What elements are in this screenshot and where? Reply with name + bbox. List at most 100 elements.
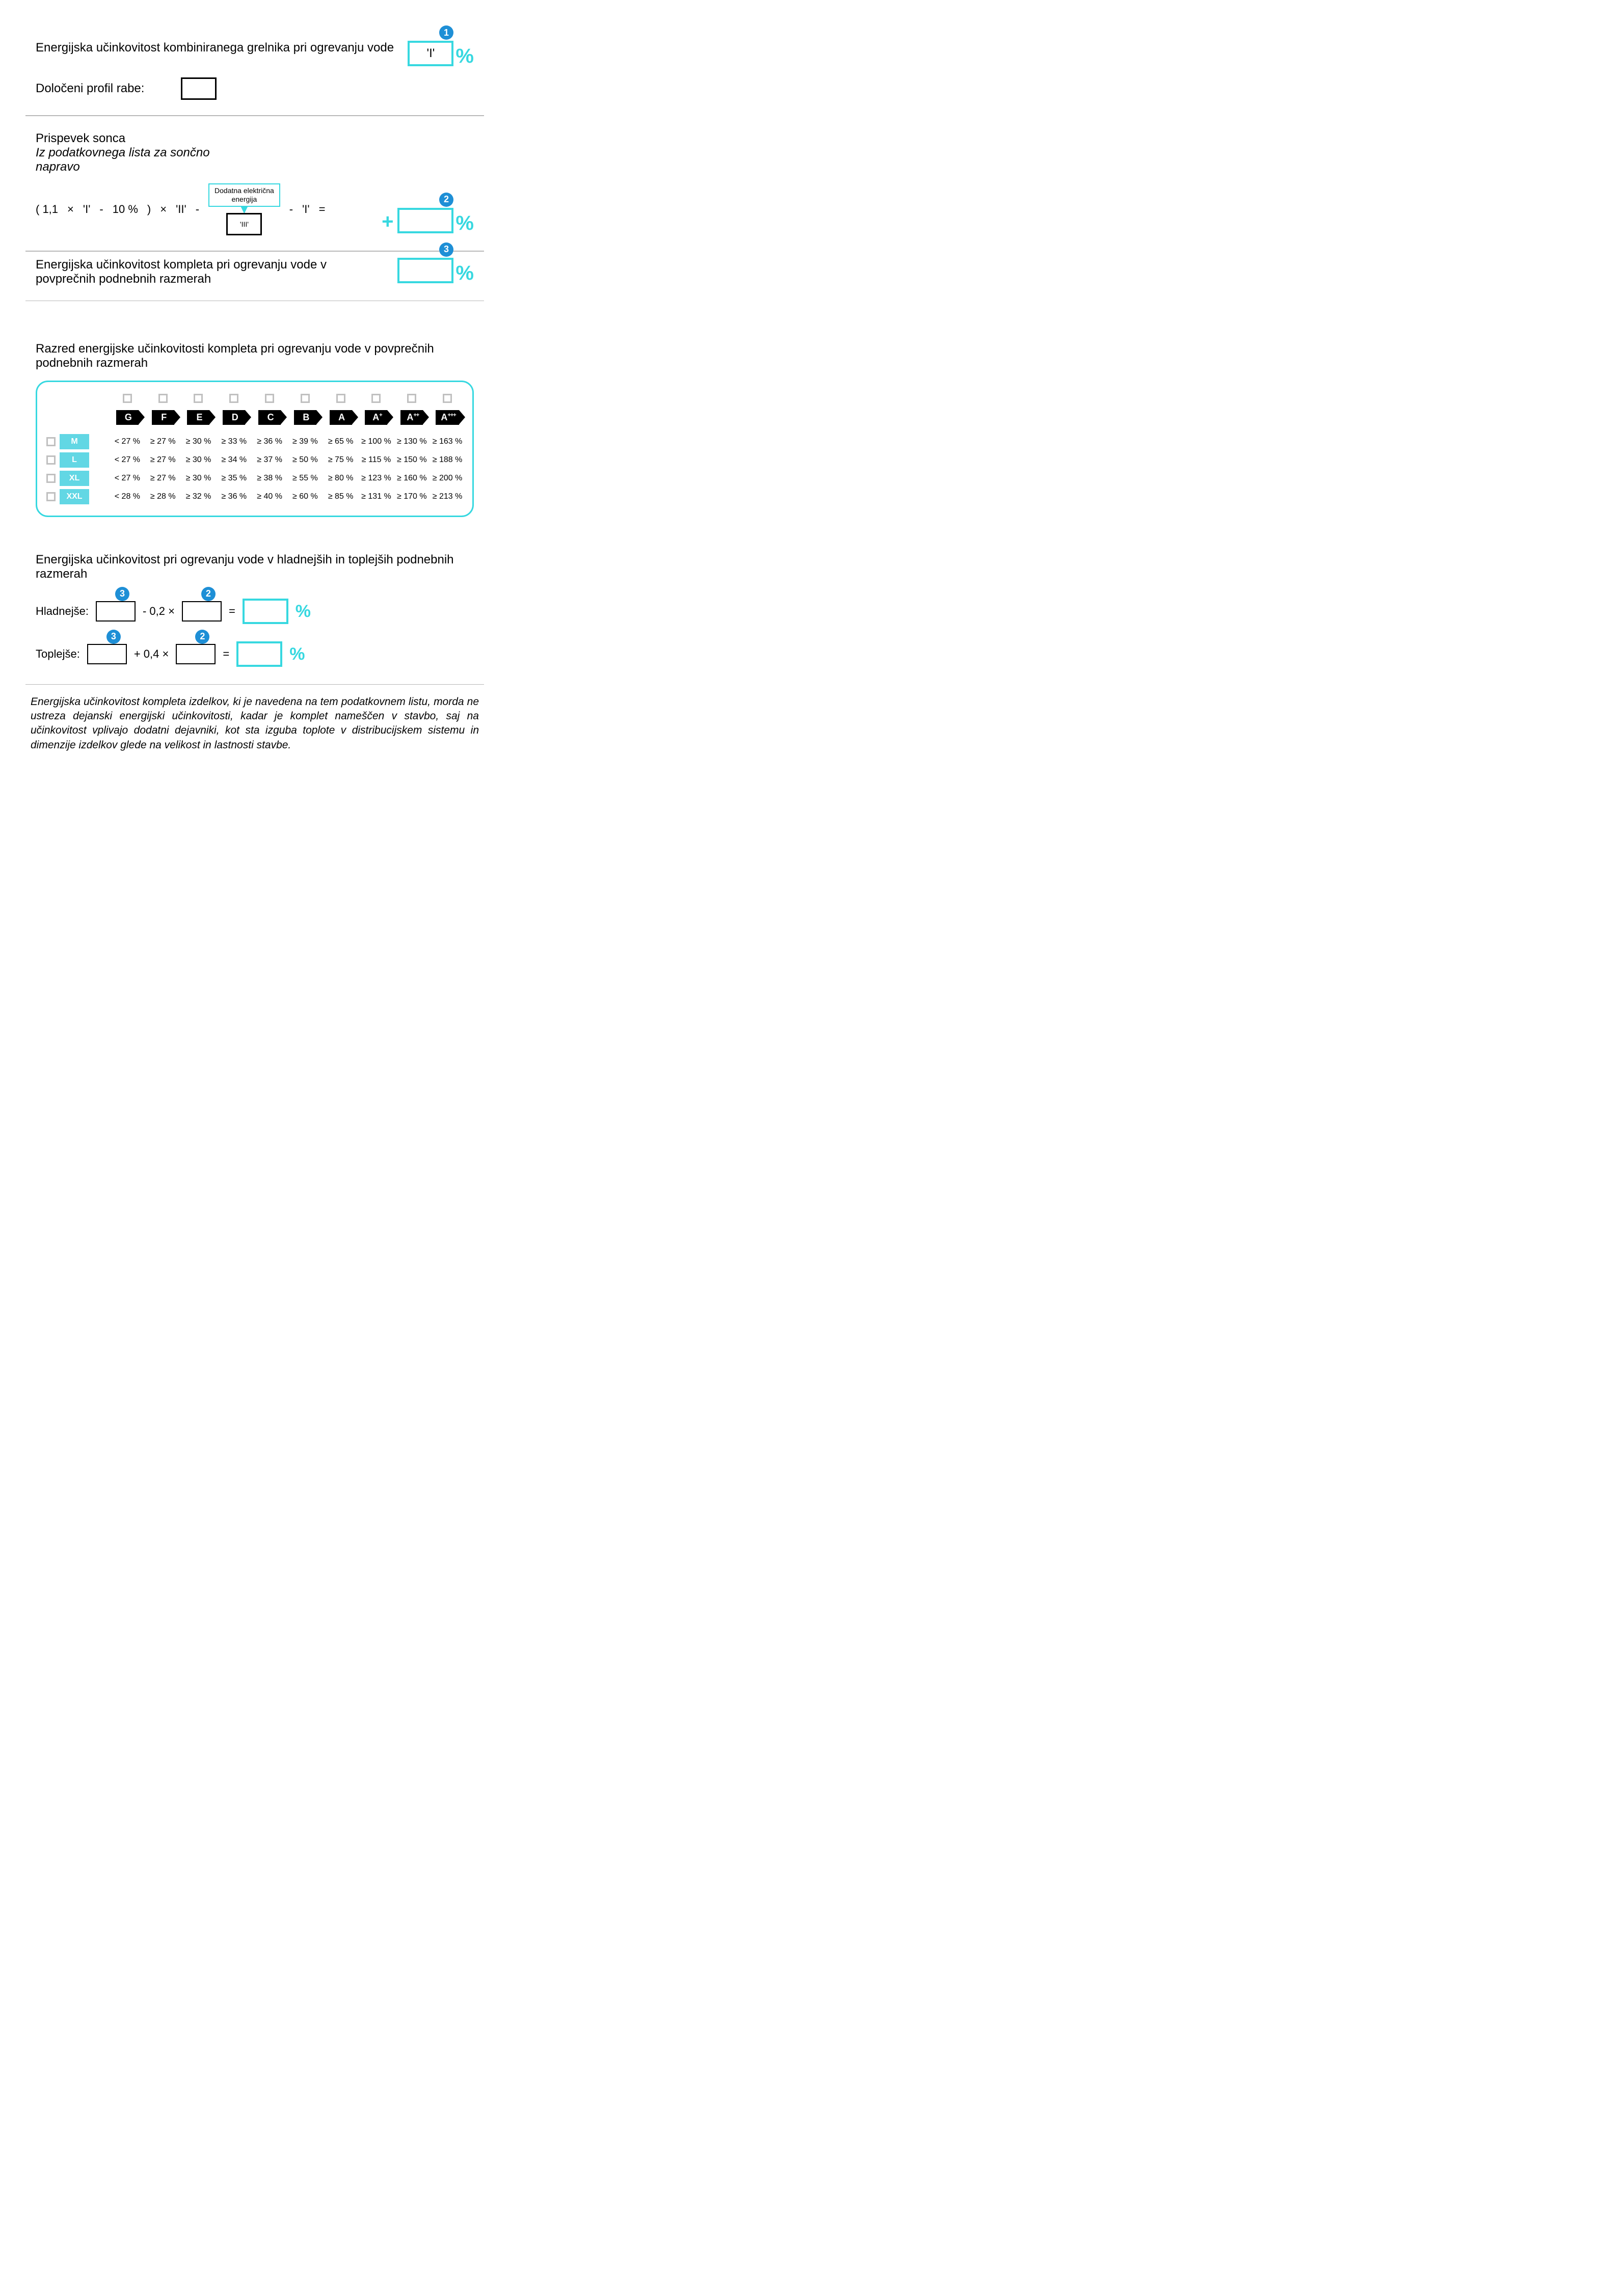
profile-check[interactable] bbox=[46, 492, 56, 501]
threshold-cell: ≥ 30 % bbox=[183, 455, 214, 465]
class-check[interactable] bbox=[443, 394, 452, 403]
class-badge-a: A bbox=[330, 410, 352, 425]
threshold-cell: ≥ 36 % bbox=[254, 437, 285, 446]
threshold-cell: ≥ 37 % bbox=[254, 455, 285, 465]
threshold-cell: ≥ 33 % bbox=[218, 437, 250, 446]
class-badge-ap: A+ bbox=[365, 410, 387, 425]
section-climate: Energijska učinkovitost pri ogrevanju vo… bbox=[25, 553, 484, 667]
f-v3: 'II' bbox=[176, 203, 186, 216]
profile-check[interactable] bbox=[46, 437, 56, 446]
badge-1: 1 bbox=[439, 25, 453, 40]
class-check[interactable] bbox=[194, 394, 203, 403]
f-minus1: - bbox=[99, 203, 103, 216]
threshold-cell: ≥ 55 % bbox=[289, 474, 321, 483]
class-check[interactable] bbox=[301, 394, 310, 403]
profile-chip-l: L bbox=[60, 452, 89, 468]
threshold-cell: < 27 % bbox=[112, 455, 143, 465]
threshold-cell: ≥ 39 % bbox=[289, 437, 321, 446]
solar-title: Prispevek sonca bbox=[36, 131, 474, 146]
class-check[interactable] bbox=[123, 394, 132, 403]
callout-line1: Dodatna električna bbox=[214, 186, 274, 195]
calc-cold: Hladnejše: 3 - 0,2 × 2 = % bbox=[36, 599, 474, 624]
callout-line2: energija bbox=[231, 195, 257, 203]
class-badge-b: B bbox=[294, 410, 316, 425]
section-solar: Prispevek sonca Iz podatkovnega lista za… bbox=[25, 131, 484, 235]
class-check-row bbox=[46, 392, 463, 407]
section-package-avg: Energijska učinkovitost kompleta pri ogr… bbox=[25, 258, 484, 286]
threshold-cell: ≥ 131 % bbox=[361, 492, 392, 501]
f-times1: × bbox=[67, 203, 74, 216]
class-check[interactable] bbox=[371, 394, 381, 403]
value-box-2[interactable] bbox=[397, 208, 453, 233]
threshold-cell: ≥ 60 % bbox=[289, 492, 321, 501]
footnote: Energijska učinkovitost kompleta izdelko… bbox=[25, 695, 484, 752]
threshold-cell: ≥ 35 % bbox=[218, 474, 250, 483]
class-check[interactable] bbox=[336, 394, 345, 403]
value-box-i[interactable]: 'I' bbox=[408, 41, 453, 66]
calc-warm: Toplejše: 3 + 0,4 × 2 = % bbox=[36, 641, 474, 667]
threshold-cell: ≥ 34 % bbox=[218, 455, 250, 465]
plus-icon: + bbox=[382, 210, 393, 233]
badge-2: 2 bbox=[201, 587, 216, 601]
threshold-cell: < 27 % bbox=[112, 474, 143, 483]
profile-row-m: M< 27 %≥ 27 %≥ 30 %≥ 33 %≥ 36 %≥ 39 %≥ 6… bbox=[46, 434, 463, 449]
threshold-cell: ≥ 130 % bbox=[396, 437, 427, 446]
threshold-cell: ≥ 150 % bbox=[396, 455, 427, 465]
badge-2: 2 bbox=[195, 630, 209, 644]
class-check[interactable] bbox=[265, 394, 274, 403]
warm-box-3[interactable]: 3 bbox=[87, 644, 127, 664]
threshold-cell: ≥ 36 % bbox=[218, 492, 250, 501]
profile-row-xl: XL< 27 %≥ 27 %≥ 30 %≥ 35 %≥ 38 %≥ 55 %≥ … bbox=[46, 471, 463, 486]
threshold-cell: ≥ 115 % bbox=[361, 455, 392, 465]
f-box-iii[interactable]: 'III' bbox=[226, 213, 262, 235]
warm-result[interactable] bbox=[236, 641, 282, 667]
threshold-cell: ≥ 30 % bbox=[183, 437, 214, 446]
profile-row-xxl: XXL< 28 %≥ 28 %≥ 32 %≥ 36 %≥ 40 %≥ 60 %≥… bbox=[46, 489, 463, 504]
profile-row-l: L< 27 %≥ 27 %≥ 30 %≥ 34 %≥ 37 %≥ 50 %≥ 7… bbox=[46, 452, 463, 468]
class-badge-e: E bbox=[187, 410, 209, 425]
f-times2: × bbox=[160, 203, 167, 216]
f-minus3: - bbox=[289, 203, 293, 216]
cold-box-2[interactable]: 2 bbox=[182, 601, 222, 622]
f-minus2: - bbox=[196, 203, 199, 216]
class-check[interactable] bbox=[229, 394, 238, 403]
eq: = bbox=[223, 647, 229, 661]
threshold-cell: ≥ 123 % bbox=[361, 474, 392, 483]
class-badge-row: G F E D C B A A+ A++ A+++ bbox=[46, 410, 463, 425]
cold-result[interactable] bbox=[243, 599, 288, 624]
combined-heater-title: Energijska učinkovitost kombiniranega gr… bbox=[36, 41, 394, 55]
threshold-cell: ≥ 213 % bbox=[432, 492, 463, 501]
threshold-cell: ≥ 28 % bbox=[147, 492, 179, 501]
badge-3: 3 bbox=[106, 630, 121, 644]
f-open: ( 1,1 bbox=[36, 203, 58, 216]
profile-check[interactable] bbox=[46, 455, 56, 465]
class-check[interactable] bbox=[407, 394, 416, 403]
f-close: ) bbox=[147, 203, 151, 216]
f-v4: 'I' bbox=[302, 203, 310, 216]
threshold-cell: < 27 % bbox=[112, 437, 143, 446]
class-badge-f: F bbox=[152, 410, 174, 425]
profile-chip-m: M bbox=[60, 434, 89, 449]
callout-arrow-icon: ▼ bbox=[238, 207, 251, 213]
warm-label: Toplejše: bbox=[36, 647, 80, 661]
threshold-cell: ≥ 50 % bbox=[289, 455, 321, 465]
badge-3: 3 bbox=[439, 242, 453, 257]
badge-2: 2 bbox=[439, 193, 453, 207]
class-check[interactable] bbox=[158, 394, 168, 403]
threshold-cell: ≥ 27 % bbox=[147, 437, 179, 446]
threshold-cell: ≥ 100 % bbox=[361, 437, 392, 446]
percent-sign: % bbox=[289, 645, 305, 663]
profile-label: Določeni profil rabe: bbox=[36, 82, 144, 96]
threshold-cell: ≥ 85 % bbox=[325, 492, 357, 501]
threshold-cell: ≥ 160 % bbox=[396, 474, 427, 483]
profile-check[interactable] bbox=[46, 474, 56, 483]
f-v1: 'I' bbox=[83, 203, 91, 216]
class-badge-app: A++ bbox=[400, 410, 423, 425]
threshold-cell: ≥ 27 % bbox=[147, 455, 179, 465]
value-box-3[interactable] bbox=[397, 258, 453, 283]
cold-box-3[interactable]: 3 bbox=[96, 601, 136, 622]
profile-input-box[interactable] bbox=[181, 77, 217, 100]
warm-box-2[interactable]: 2 bbox=[176, 644, 216, 664]
threshold-cell: ≥ 32 % bbox=[183, 492, 214, 501]
threshold-cell: < 28 % bbox=[112, 492, 143, 501]
